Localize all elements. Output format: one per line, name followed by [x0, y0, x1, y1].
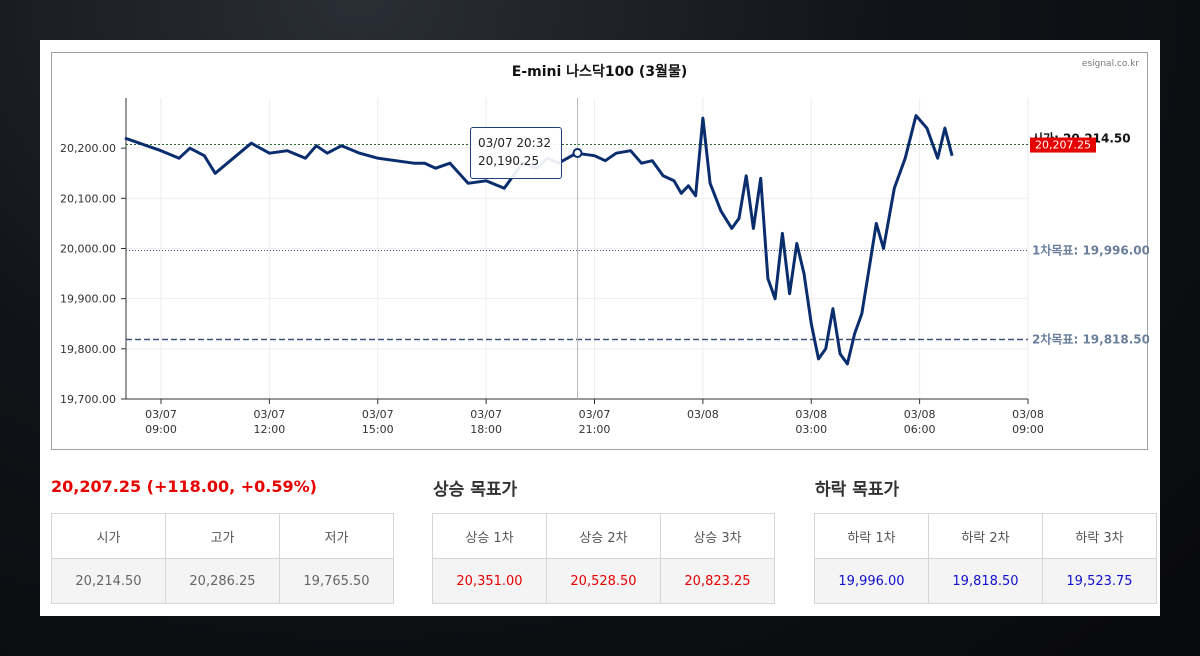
chart-source: esignal.co.kr — [1081, 59, 1139, 69]
chart-title: E-mini 나스닥100 (3월물) — [511, 64, 688, 80]
x-tick-time: 18:00 — [470, 423, 502, 436]
header-down-2: 하락 2차 — [928, 513, 1043, 559]
content-panel: E-mini 나스닥100 (3월물) esignal.co.kr 20,200… — [40, 40, 1160, 616]
down-targets-table: 하락 1차 하락 2차 하락 3차 19,996.00 19,818.50 19… — [814, 513, 1157, 604]
target-label: 1차목표: 19,996.00 — [1032, 243, 1149, 258]
value-low: 19,765.50 — [279, 558, 394, 604]
x-tick-date: 03/08 — [1012, 408, 1044, 421]
y-tick-label: 20,000.00 — [60, 243, 116, 256]
x-tick-date: 03/07 — [470, 408, 502, 421]
price-series-line — [124, 114, 954, 366]
header-down-1: 하락 1차 — [814, 513, 929, 559]
header-high: 고가 — [165, 513, 280, 559]
x-tick-date: 03/08 — [904, 408, 936, 421]
x-tick-time: 06:00 — [904, 423, 936, 436]
x-tick-date: 03/08 — [795, 408, 827, 421]
chart-tooltip: 03/07 20:32 20,190.25 — [470, 127, 562, 179]
header-open: 시가 — [51, 513, 166, 559]
x-tick-date: 03/07 — [362, 408, 394, 421]
value-open: 20,214.50 — [51, 558, 166, 604]
y-tick-label: 19,900.00 — [60, 293, 116, 306]
up-targets-title: 상승 목표가 — [433, 480, 518, 500]
x-tick-time: 09:00 — [145, 423, 177, 436]
price-chart[interactable]: E-mini 나스닥100 (3월물) esignal.co.kr 20,200… — [51, 52, 1149, 451]
header-up-1: 상승 1차 — [432, 513, 547, 559]
ohl-table: 시가 고가 저가 20,214.50 20,286.25 19,765.50 — [51, 513, 394, 604]
down-targets-title: 하락 목표가 — [815, 480, 900, 500]
value-down-1: 19,996.00 — [814, 558, 929, 604]
header-low: 저가 — [279, 513, 394, 559]
x-tick-time: 15:00 — [362, 423, 394, 436]
x-tick-time: 03:00 — [795, 423, 827, 436]
x-tick-date: 03/08 — [687, 408, 719, 421]
x-tick-time: 09:00 — [1012, 423, 1044, 436]
y-tick-label: 19,800.00 — [60, 343, 116, 356]
chart-svg[interactable]: 20,200.00 20,100.00 20,000.00 19,900.00 19,8… — [52, 53, 1149, 451]
value-up-3: 20,823.25 — [660, 558, 775, 604]
x-tick-date: 03/07 — [254, 408, 286, 421]
header-down-3: 하락 3차 — [1042, 513, 1157, 559]
value-down-3: 19,523.75 — [1042, 558, 1157, 604]
value-up-1: 20,351.00 — [432, 558, 547, 604]
value-down-2: 19,818.50 — [928, 558, 1043, 604]
header-up-2: 상승 2차 — [546, 513, 661, 559]
current-price-label: 20,207.25 — [1035, 139, 1091, 152]
target-label: 2차목표: 19,818.50 — [1032, 332, 1149, 347]
tooltip-date: 03/07 20:32 — [478, 136, 551, 150]
x-tick-date: 03/07 — [145, 408, 177, 421]
y-tick-label: 20,200.00 — [60, 142, 116, 155]
value-high: 20,286.25 — [165, 558, 280, 604]
tooltip-value: 20,190.25 — [478, 154, 540, 168]
y-tick-label: 20,100.00 — [60, 192, 116, 205]
header-up-3: 상승 3차 — [660, 513, 775, 559]
x-tick-time: 21:00 — [579, 423, 611, 436]
up-targets-table: 상승 1차 상승 2차 상승 3차 20,351.00 20,528.50 20… — [432, 513, 775, 604]
x-tick-date: 03/07 — [579, 408, 611, 421]
x-tick-time: 12:00 — [254, 423, 286, 436]
value-up-2: 20,528.50 — [546, 558, 661, 604]
y-tick-label: 19,700.00 — [60, 393, 116, 406]
hover-marker — [572, 148, 583, 159]
price-change: 20,207.25 (+118.00, +0.59%) — [51, 477, 317, 496]
current-price-badge — [1030, 137, 1096, 153]
